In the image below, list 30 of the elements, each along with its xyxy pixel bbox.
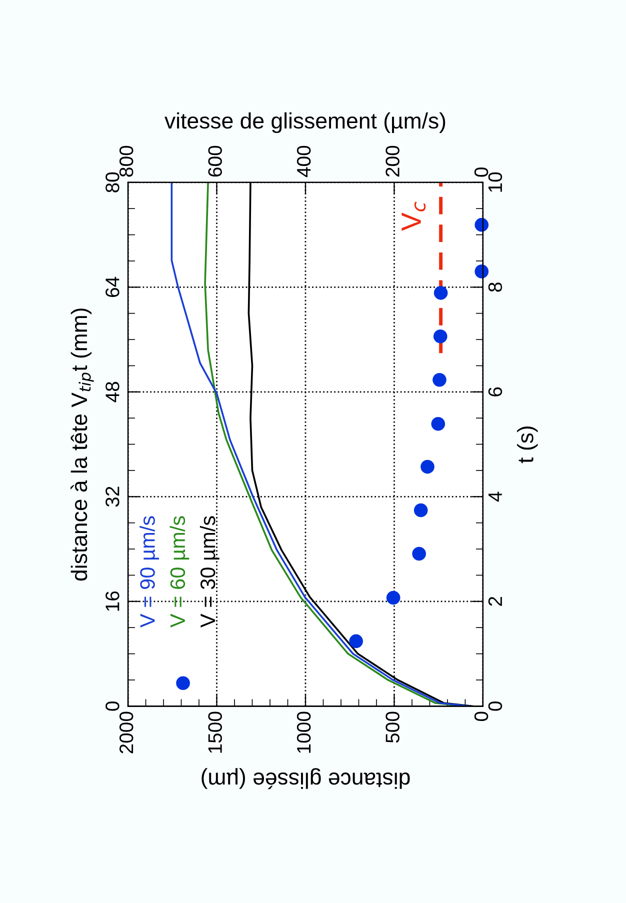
y-tick-label: 8 xyxy=(488,282,502,292)
x-tick-label: 2000 xyxy=(119,712,134,754)
y2-axis-title: distance à la tête V$_{tip}$t (mm) xyxy=(70,308,94,581)
y-tick-label: 4 xyxy=(488,492,502,502)
x-tick-label: 0 xyxy=(474,712,488,722)
text: V = 60 µm/s xyxy=(170,516,190,628)
x2-tick-label: 200 xyxy=(386,146,400,177)
text: V$_{c}$ xyxy=(402,202,426,231)
y2-tick-label: 32 xyxy=(106,486,120,507)
y-axis-title: t (s) xyxy=(517,426,538,464)
y2-tick-label: 0 xyxy=(106,702,120,711)
y-tick-label: 10 xyxy=(488,172,502,192)
text: V = 30 µm/s xyxy=(200,516,220,628)
x2-tick-label: 800 xyxy=(119,146,134,177)
y-tick-label: 0 xyxy=(488,702,502,711)
y2-tick-label: 48 xyxy=(106,382,120,402)
x-tick-label: 1000 xyxy=(296,712,311,753)
x2-axis-title: vitesse de glissement (µm/s) xyxy=(164,112,446,134)
text: V = 90 µm/s xyxy=(140,516,160,628)
y2-tick-label: 64 xyxy=(106,276,120,297)
x-axis-title: distance glissée (µm) xyxy=(202,768,410,790)
y2-tick-label: 16 xyxy=(106,591,120,611)
y-tick-label: 6 xyxy=(488,387,502,396)
x2-tick-label: 0 xyxy=(474,167,488,177)
x-tick-label: 1500 xyxy=(208,712,222,753)
y2-tick-label: 80 xyxy=(106,172,120,192)
x-tick-label: 500 xyxy=(386,712,400,743)
y-tick-label: 2 xyxy=(488,596,502,606)
x2-tick-label: 600 xyxy=(208,146,222,177)
x2-tick-label: 400 xyxy=(296,146,311,178)
